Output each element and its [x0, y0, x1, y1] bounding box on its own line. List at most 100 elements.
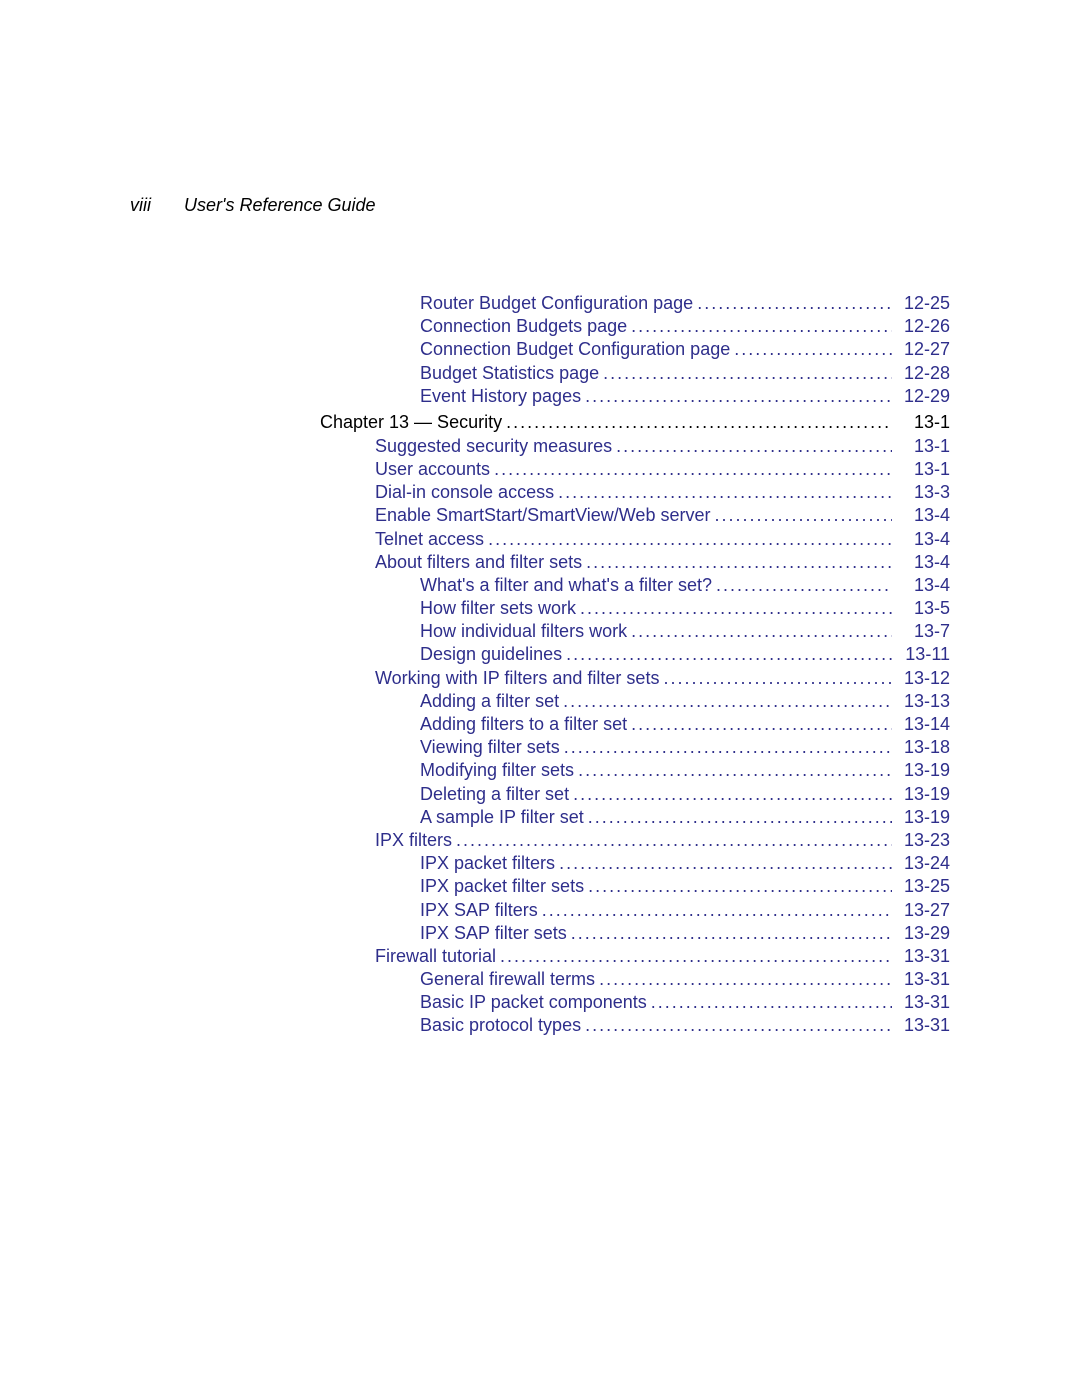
toc-leader-dots [555, 854, 892, 872]
toc-leader-dots [569, 785, 892, 803]
toc-leader-dots [584, 877, 892, 895]
toc-entry-row[interactable]: A sample IP filter set 13-19 [130, 808, 950, 826]
toc-entry-page: 13-19 [892, 761, 950, 779]
toc-entry-label: IPX SAP filter sets [420, 924, 567, 942]
toc-entry-page: 13-31 [892, 1016, 950, 1034]
toc-entry-row[interactable]: Modifying filter sets13-19 [130, 761, 950, 779]
toc-entry-label: Basic protocol types [420, 1016, 581, 1034]
toc-entry-label: Adding a filter set [420, 692, 559, 710]
toc-entry-page: 13-18 [892, 738, 950, 756]
toc-leader-dots [647, 993, 892, 1011]
toc-entry-row[interactable]: IPX SAP filter sets13-29 [130, 924, 950, 942]
toc-leader-dots [730, 340, 892, 358]
toc-entry-label: How filter sets work [420, 599, 576, 617]
toc-entry-row[interactable]: Dial-in console access13-3 [130, 483, 950, 501]
toc-entry-page: 13-3 [892, 483, 950, 501]
toc-entry-page: 13-27 [892, 901, 950, 919]
toc-leader-dots [659, 669, 892, 687]
toc-entry-page: 13-31 [892, 970, 950, 988]
toc-entry-label: Chapter 13 — Security [320, 413, 502, 431]
toc-entry-label: What's a filter and what's a filter set? [420, 576, 712, 594]
toc-leader-dots [584, 808, 892, 826]
toc-entry-row[interactable]: How filter sets work 13-5 [130, 599, 950, 617]
toc-entry-row[interactable]: Firewall tutorial13-31 [130, 947, 950, 965]
toc-entry-label: A sample IP filter set [420, 808, 584, 826]
toc-entry-label: Connection Budgets page [420, 317, 627, 335]
toc-entry-page: 13-19 [892, 808, 950, 826]
toc-entry-row[interactable]: Deleting a filter set13-19 [130, 785, 950, 803]
toc-entry-page: 13-1 [892, 437, 950, 455]
toc-leader-dots [562, 645, 892, 663]
toc-entry-page: 13-1 [892, 460, 950, 478]
toc-entry-page: 13-31 [892, 947, 950, 965]
toc-entry-label: Basic IP packet components [420, 993, 647, 1011]
toc-entry-page: 12-25 [892, 294, 950, 312]
toc-entry-label: IPX packet filter sets [420, 877, 584, 895]
toc-leader-dots [567, 924, 892, 942]
toc-leader-dots [599, 364, 892, 382]
toc-entry-label: Design guidelines [420, 645, 562, 663]
toc-leader-dots [612, 437, 892, 455]
toc-entry-row[interactable]: Router Budget Configuration page 12-25 [130, 294, 950, 312]
toc-leader-dots [627, 715, 892, 733]
toc-entry-row[interactable]: Adding a filter set 13-13 [130, 692, 950, 710]
toc-entry-label: Suggested security measures [375, 437, 612, 455]
toc-entry-label: IPX filters [375, 831, 452, 849]
toc-entry-page: 13-13 [892, 692, 950, 710]
toc-entry-row[interactable]: IPX packet filter sets13-25 [130, 877, 950, 895]
toc-entry-label: Budget Statistics page [420, 364, 599, 382]
toc-entry-page: 13-4 [892, 576, 950, 594]
toc-leader-dots [554, 483, 892, 501]
toc-leader-dots [452, 831, 892, 849]
toc-entry-label: About filters and filter sets [375, 553, 582, 571]
toc-entry-row[interactable]: How individual filters work13-7 [130, 622, 950, 640]
toc-leader-dots [627, 622, 892, 640]
header-page-number: viii [130, 195, 151, 216]
toc-entry-row[interactable]: IPX SAP filters13-27 [130, 901, 950, 919]
toc-leader-dots [710, 506, 892, 524]
toc-entry-row[interactable]: What's a filter and what's a filter set?… [130, 576, 950, 594]
toc-entry-row[interactable]: Working with IP filters and filter sets 1… [130, 669, 950, 687]
toc-entry-row[interactable]: Adding filters to a filter set13-14 [130, 715, 950, 733]
toc-leader-dots [595, 970, 892, 988]
toc-leader-dots [576, 599, 892, 617]
toc-entry-row[interactable]: IPX packet filters13-24 [130, 854, 950, 872]
toc-leader-dots [496, 947, 892, 965]
toc-leader-dots [582, 553, 892, 571]
toc-entry-row[interactable]: Basic protocol types 13-31 [130, 1016, 950, 1034]
toc-entry-page: 13-24 [892, 854, 950, 872]
toc-entry-label: Telnet access [375, 530, 484, 548]
toc-leader-dots [559, 692, 892, 710]
toc-entry-label: Deleting a filter set [420, 785, 569, 803]
toc-leader-dots [490, 460, 892, 478]
toc-entry-page: 13-1 [892, 413, 950, 431]
toc-entry-label: User accounts [375, 460, 490, 478]
toc-entry-row[interactable]: Connection Budgets page 12-26 [130, 317, 950, 335]
toc-entry-row[interactable]: Design guidelines13-11 [130, 645, 950, 663]
toc-entry-label: Viewing filter sets [420, 738, 560, 756]
toc-entry-page: 13-12 [892, 669, 950, 687]
header-title: User's Reference Guide [184, 195, 376, 215]
toc-entry-row[interactable]: Event History pages12-29 [130, 387, 950, 405]
toc-entry-row[interactable]: Budget Statistics page12-28 [130, 364, 950, 382]
toc-entry-label: Router Budget Configuration page [420, 294, 693, 312]
toc-entry-row[interactable]: Enable SmartStart/SmartView/Web server13… [130, 506, 950, 524]
toc-leader-dots [574, 761, 892, 779]
table-of-contents: Router Budget Configuration page 12-25 Con… [130, 294, 950, 1034]
toc-entry-label: Working with IP filters and filter sets [375, 669, 659, 687]
toc-entry-label: Connection Budget Configuration page [420, 340, 730, 358]
toc-entry-row[interactable]: User accounts 13-1 [130, 460, 950, 478]
toc-entry-row[interactable]: Basic IP packet components13-31 [130, 993, 950, 1011]
toc-entry-row[interactable]: IPX filters 13-23 [130, 831, 950, 849]
toc-entry-row[interactable]: Connection Budget Configuration page12-2… [130, 340, 950, 358]
toc-entry-page: 13-23 [892, 831, 950, 849]
toc-entry-page: 13-14 [892, 715, 950, 733]
toc-entry-row[interactable]: Viewing filter sets 13-18 [130, 738, 950, 756]
toc-entry-row[interactable]: Telnet access13-4 [130, 530, 950, 548]
toc-entry-page: 13-5 [892, 599, 950, 617]
toc-entry-row[interactable]: About filters and filter sets13-4 [130, 553, 950, 571]
toc-entry-row[interactable]: Suggested security measures 13-1 [130, 437, 950, 455]
toc-entry-row[interactable]: General firewall terms13-31 [130, 970, 950, 988]
toc-chapter-row[interactable]: Chapter 13 — Security 13-1 [130, 413, 950, 431]
toc-entry-page: 12-26 [892, 317, 950, 335]
